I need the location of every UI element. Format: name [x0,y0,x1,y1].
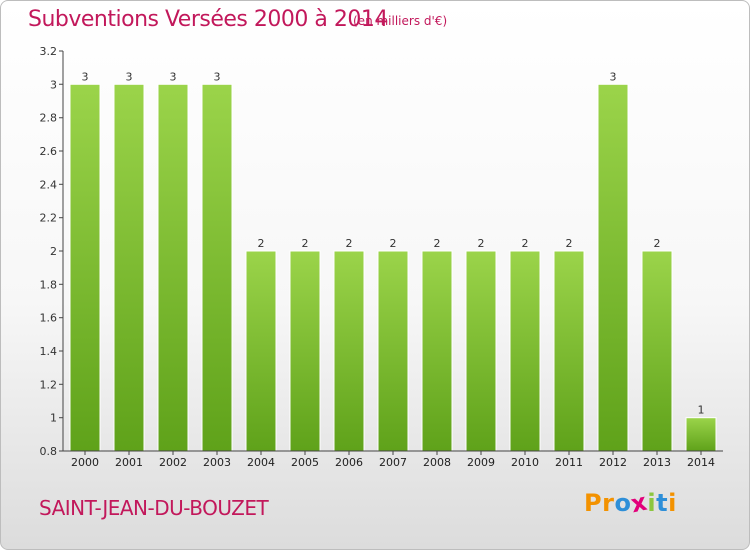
proxiti-logo: Proxiti [584,488,677,519]
data-label-2001: 3 [126,70,133,83]
data-label-2013: 2 [654,237,661,250]
bar-2012 [597,83,629,452]
data-label-2002: 3 [170,70,177,83]
x-tick-label-2003: 2003 [203,456,231,469]
bar-2000 [69,83,101,452]
logo-letter-6: i [668,489,677,517]
data-label-2006: 2 [346,237,353,250]
y-tick-label-1.4: 1.4 [40,345,58,358]
data-label-2009: 2 [478,237,485,250]
x-tick-label-2013: 2013 [643,456,671,469]
y-tick-label-3.2: 3.2 [40,45,58,58]
bar-2009 [465,250,497,452]
y-tick-label-1.2: 1.2 [40,378,58,391]
x-tick-label-2005: 2005 [291,456,319,469]
logo-letter-0: P [584,489,603,517]
bar-2011 [553,250,585,452]
y-tick-label-2.6: 2.6 [40,145,58,158]
x-tick-label-2011: 2011 [555,456,583,469]
y-tick-label-2.2: 2.2 [40,212,58,225]
chart-subtitle: (en milliers d'€) [353,14,448,28]
bar-2003 [201,83,233,452]
data-label-2012: 3 [610,70,617,83]
bar-2006 [333,250,365,452]
data-label-2000: 3 [82,70,89,83]
data-label-2004: 2 [258,237,265,250]
commune-name: SAINT-JEAN-DU-BOUZET [39,496,269,520]
x-tick-label-2001: 2001 [115,456,143,469]
bar-2002 [157,83,189,452]
bar-2004 [245,250,277,452]
data-label-2014: 1 [698,404,705,417]
y-tick-label-2: 2 [50,245,57,258]
x-tick-label-2008: 2008 [423,456,451,469]
bar-2010 [509,250,541,452]
chart-title: Subventions Versées 2000 à 2014 [28,7,388,32]
data-label-2005: 2 [302,237,309,250]
y-tick-label-1.8: 1.8 [40,278,58,291]
x-tick-label-2014: 2014 [687,456,715,469]
y-tick-label-2.4: 2.4 [40,178,58,191]
bar-2014 [685,417,717,452]
y-tick-label-3: 3 [50,78,57,91]
axis-layer: 2000 2001 2002 2003 2004 2005 2006 2007 2008 2009… [40,45,723,469]
x-tick-label-2010: 2010 [511,456,539,469]
data-label-2003: 3 [214,70,221,83]
data-label-2008: 2 [434,237,441,250]
x-tick-label-2009: 2009 [467,456,495,469]
x-tick-label-2007: 2007 [379,456,407,469]
y-tick-label-2.8: 2.8 [40,112,58,125]
x-tick-label-2012: 2012 [599,456,627,469]
logo-letter-4: i [647,489,657,517]
x-tick-label-2002: 2002 [159,456,187,469]
logo-letter-2: o [614,489,632,517]
y-tick-label-0.8: 0.8 [40,445,58,458]
data-label-2011: 2 [566,237,573,250]
logo-letter-1: r [602,489,615,517]
logo-letter-5: t [656,489,669,517]
data-label-2010: 2 [522,237,529,250]
bar-2005 [289,250,321,452]
x-tick-label-2006: 2006 [335,456,363,469]
y-tick-label-1: 1 [50,412,57,425]
x-tick-label-2000: 2000 [71,456,99,469]
bar-2001 [113,83,145,452]
y-tick-label-1.6: 1.6 [40,312,58,325]
data-label-2007: 2 [390,237,397,250]
bar-2007 [377,250,409,452]
x-tick-label-2004: 2004 [247,456,275,469]
bar-2008 [421,250,453,452]
bar-2013 [641,250,673,452]
bars-layer: 3 3 3 3 2 2 2 2 2 2 2 2 3 2 1 [69,70,717,452]
